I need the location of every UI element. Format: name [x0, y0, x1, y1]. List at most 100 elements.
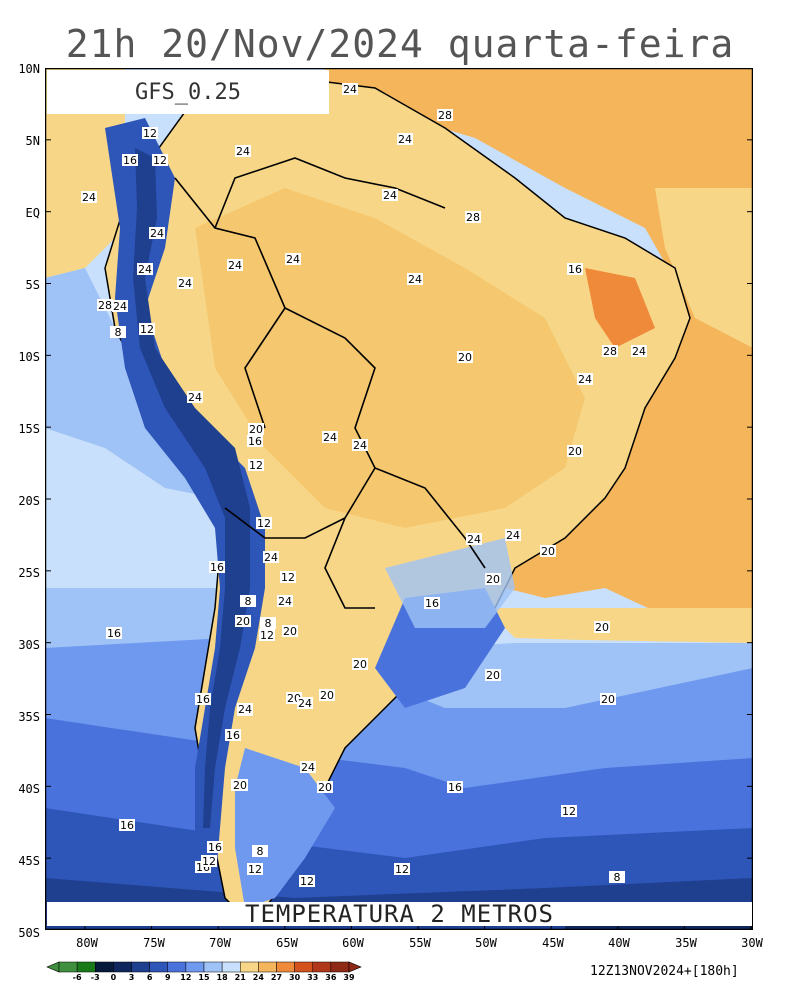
- contour-label: 12: [256, 517, 272, 530]
- contour-label: 20: [352, 658, 368, 671]
- svg-text:24: 24: [301, 761, 315, 774]
- colorbar-tick-label: 30: [289, 973, 301, 982]
- contour-label: 16: [119, 819, 135, 832]
- colorbar-tick-label: 9: [164, 973, 171, 982]
- svg-text:16: 16: [226, 729, 240, 742]
- svg-text:28: 28: [438, 109, 452, 122]
- contour-label: 16: [424, 597, 440, 610]
- svg-text:8: 8: [245, 595, 252, 608]
- map-title: 21h 20/Nov/2024 quarta-feira: [65, 22, 735, 66]
- contour-label: 28: [97, 299, 113, 312]
- contour-label: 24: [263, 551, 279, 564]
- lon-label: 50W: [475, 936, 497, 950]
- svg-text:24: 24: [286, 253, 300, 266]
- svg-text:24: 24: [632, 345, 646, 358]
- contour-label: 8: [240, 595, 256, 608]
- contour-label: 24: [177, 277, 193, 290]
- svg-text:24: 24: [278, 595, 292, 608]
- svg-text:20: 20: [541, 545, 555, 558]
- contour-label: 20: [317, 781, 333, 794]
- colorbar-tick-label: 24: [252, 973, 264, 982]
- svg-text:8: 8: [265, 617, 272, 630]
- contour-label: 24: [352, 439, 368, 452]
- contour-label: 12: [142, 127, 158, 140]
- contour-label: 28: [465, 211, 481, 224]
- colorbar-tick-label: -6: [72, 973, 82, 982]
- svg-text:12: 12: [248, 863, 262, 876]
- svg-text:12: 12: [153, 154, 167, 167]
- contour-label: 24: [149, 227, 165, 240]
- colorbar-swatch: [149, 961, 168, 973]
- svg-text:24: 24: [264, 551, 278, 564]
- hot-northeast: [585, 268, 655, 348]
- svg-text:12: 12: [281, 571, 295, 584]
- colorbar: [46, 961, 362, 973]
- contour-label: 16: [447, 781, 463, 794]
- colorbar-tick-label: 15: [198, 973, 210, 982]
- contour-label: 24: [407, 273, 423, 286]
- svg-text:24: 24: [506, 529, 520, 542]
- svg-text:24: 24: [383, 189, 397, 202]
- contour-label: 16: [209, 561, 225, 574]
- svg-text:24: 24: [298, 697, 312, 710]
- lat-label: 10N: [18, 62, 40, 76]
- warm-ocean-belt: [485, 608, 753, 643]
- contour-label: 16: [207, 841, 223, 854]
- colorbar-swatch: [330, 961, 350, 973]
- colorbar-swatch: [131, 961, 150, 973]
- lon-label: 40W: [608, 936, 630, 950]
- colorbar-tick-label: 0: [110, 973, 117, 982]
- lat-label: 45S: [18, 854, 40, 868]
- contour-label: 24: [382, 189, 398, 202]
- contour-label: 16: [225, 729, 241, 742]
- contour-label: 12: [247, 863, 263, 876]
- contour-label: 8: [609, 871, 625, 884]
- colorbar-swatch: [185, 961, 205, 973]
- contour-label: 16: [122, 154, 138, 167]
- svg-text:16: 16: [196, 693, 210, 706]
- country-borders: [174, 157, 486, 609]
- contour-label: 24: [235, 145, 251, 158]
- colorbar-tick-label: 12: [180, 973, 192, 982]
- svg-text:12: 12: [249, 459, 263, 472]
- lon-label: 65W: [276, 936, 298, 950]
- contour-label: 24: [342, 83, 358, 96]
- svg-text:16: 16: [425, 597, 439, 610]
- colorbar-swatch: [203, 961, 223, 973]
- contour-label: 12: [561, 805, 577, 818]
- contour-label: 20: [282, 625, 298, 638]
- svg-text:20: 20: [283, 625, 297, 638]
- lat-label: 40S: [18, 782, 40, 796]
- colorbar-tick-label: 3: [128, 973, 135, 982]
- colorbar-swatch: [240, 961, 259, 973]
- svg-text:16: 16: [248, 435, 262, 448]
- colorbar-swatch: [113, 961, 132, 973]
- contour-label: 28: [437, 109, 453, 122]
- lat-label: 5S: [25, 278, 40, 292]
- contour-label: 24: [237, 703, 253, 716]
- contour-label: 12: [139, 323, 155, 336]
- svg-text:24: 24: [82, 191, 96, 204]
- contour-label: 12: [259, 629, 275, 642]
- svg-text:16: 16: [568, 263, 582, 276]
- contour-label: 20: [567, 445, 583, 458]
- colorbar-swatch: [76, 961, 96, 973]
- contour-label: 20: [232, 779, 248, 792]
- svg-text:8: 8: [257, 845, 264, 858]
- svg-text:12: 12: [140, 323, 154, 336]
- contour-label: 20: [485, 573, 501, 586]
- colorbar-swatch: [95, 961, 114, 973]
- lat-label: 15S: [18, 422, 40, 436]
- svg-text:12: 12: [143, 127, 157, 140]
- colorbar-tick-label: 33: [307, 973, 319, 982]
- svg-text:20: 20: [458, 351, 472, 364]
- contour-label: 16: [106, 627, 122, 640]
- lat-label: 5N: [25, 134, 40, 148]
- svg-text:28: 28: [603, 345, 617, 358]
- svg-text:20: 20: [320, 689, 334, 702]
- contour-label: 20: [319, 689, 335, 702]
- contour-label: 24: [322, 431, 338, 444]
- contour-label: 20: [248, 423, 264, 436]
